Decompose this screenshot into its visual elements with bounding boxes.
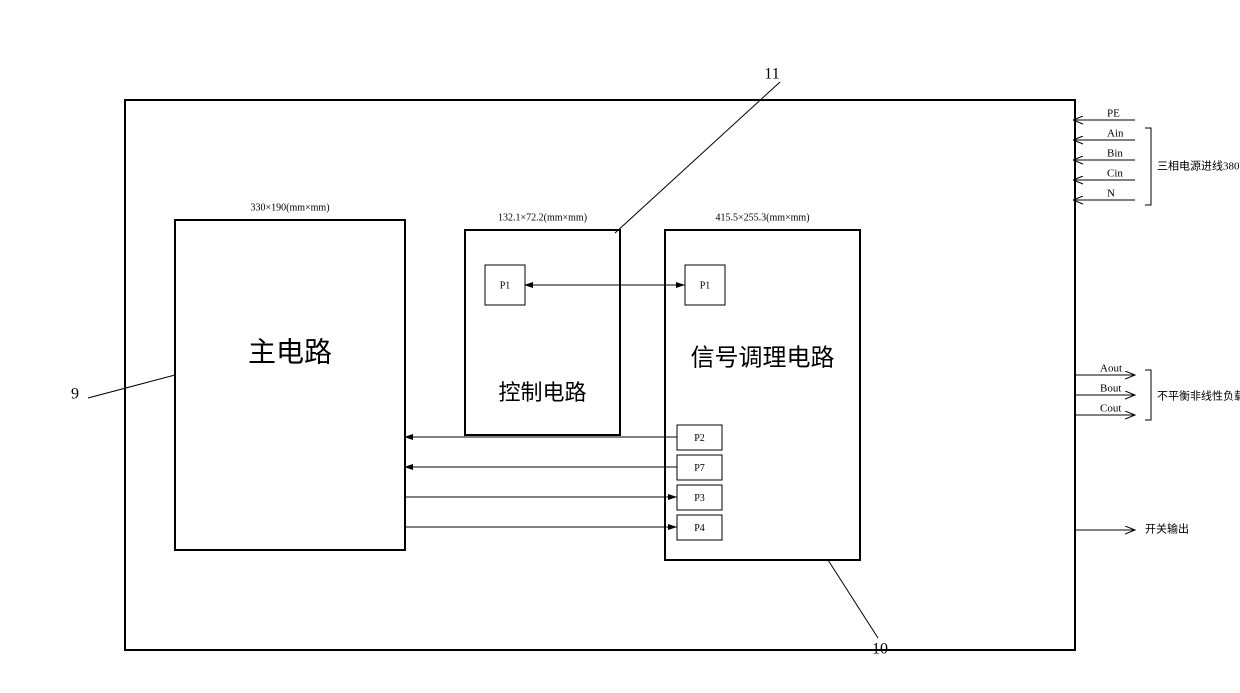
svg-text:P2: P2 — [694, 433, 705, 444]
signal-circuit-dim: 415.5×255.3(mm×mm) — [715, 212, 809, 223]
callout-10: 10 — [872, 641, 888, 658]
svg-text:P4: P4 — [694, 523, 705, 534]
signal-circuit-label: 信号调理电路 — [691, 345, 835, 372]
svg-text:P1: P1 — [700, 280, 711, 291]
callout-9: 9 — [71, 386, 79, 403]
diagram-layer: 330×190(mm×mm) 主电路 132.1×72.2(mm×mm) 控制电路 P1… — [71, 66, 1240, 658]
main-circuit-label: 主电路 — [248, 336, 332, 368]
output-label-Bout: Bout — [1100, 383, 1121, 395]
input-ext-label: 三相电源进线380V — [1157, 159, 1240, 173]
callout-line-9 — [88, 375, 175, 398]
svg-text:P3: P3 — [694, 493, 705, 504]
callout-line-10 — [828, 560, 878, 638]
svg-text:P7: P7 — [694, 463, 705, 474]
input-label-N: N — [1107, 188, 1115, 200]
output-label-Cout: Cout — [1100, 403, 1121, 415]
switch-out-label: 开关输出 — [1145, 522, 1189, 536]
input-label-Ain: Ain — [1107, 128, 1124, 140]
output-ext-label: 不平衡非线性负载 — [1157, 389, 1240, 403]
control-circuit-dim: 132.1×72.2(mm×mm) — [498, 212, 587, 223]
input-label-PE: PE — [1107, 108, 1120, 120]
circuit-block-diagram: 330×190(mm×mm) 主电路 132.1×72.2(mm×mm) 控制电路 P1… — [0, 0, 1240, 688]
callout-line-11 — [615, 82, 780, 233]
svg-text:P1: P1 — [500, 280, 511, 291]
input-label-Bin: Bin — [1107, 148, 1123, 160]
callout-11: 11 — [764, 66, 779, 83]
outer-enclosure — [125, 100, 1075, 650]
main-circuit-dim: 330×190(mm×mm) — [250, 202, 329, 213]
control-circuit-label: 控制电路 — [498, 380, 586, 405]
input-label-Cin: Cin — [1107, 168, 1123, 180]
main-circuit-box — [175, 220, 405, 550]
output-bracket — [1145, 370, 1151, 420]
input-bracket — [1145, 128, 1151, 205]
output-label-Aout: Aout — [1100, 363, 1122, 375]
